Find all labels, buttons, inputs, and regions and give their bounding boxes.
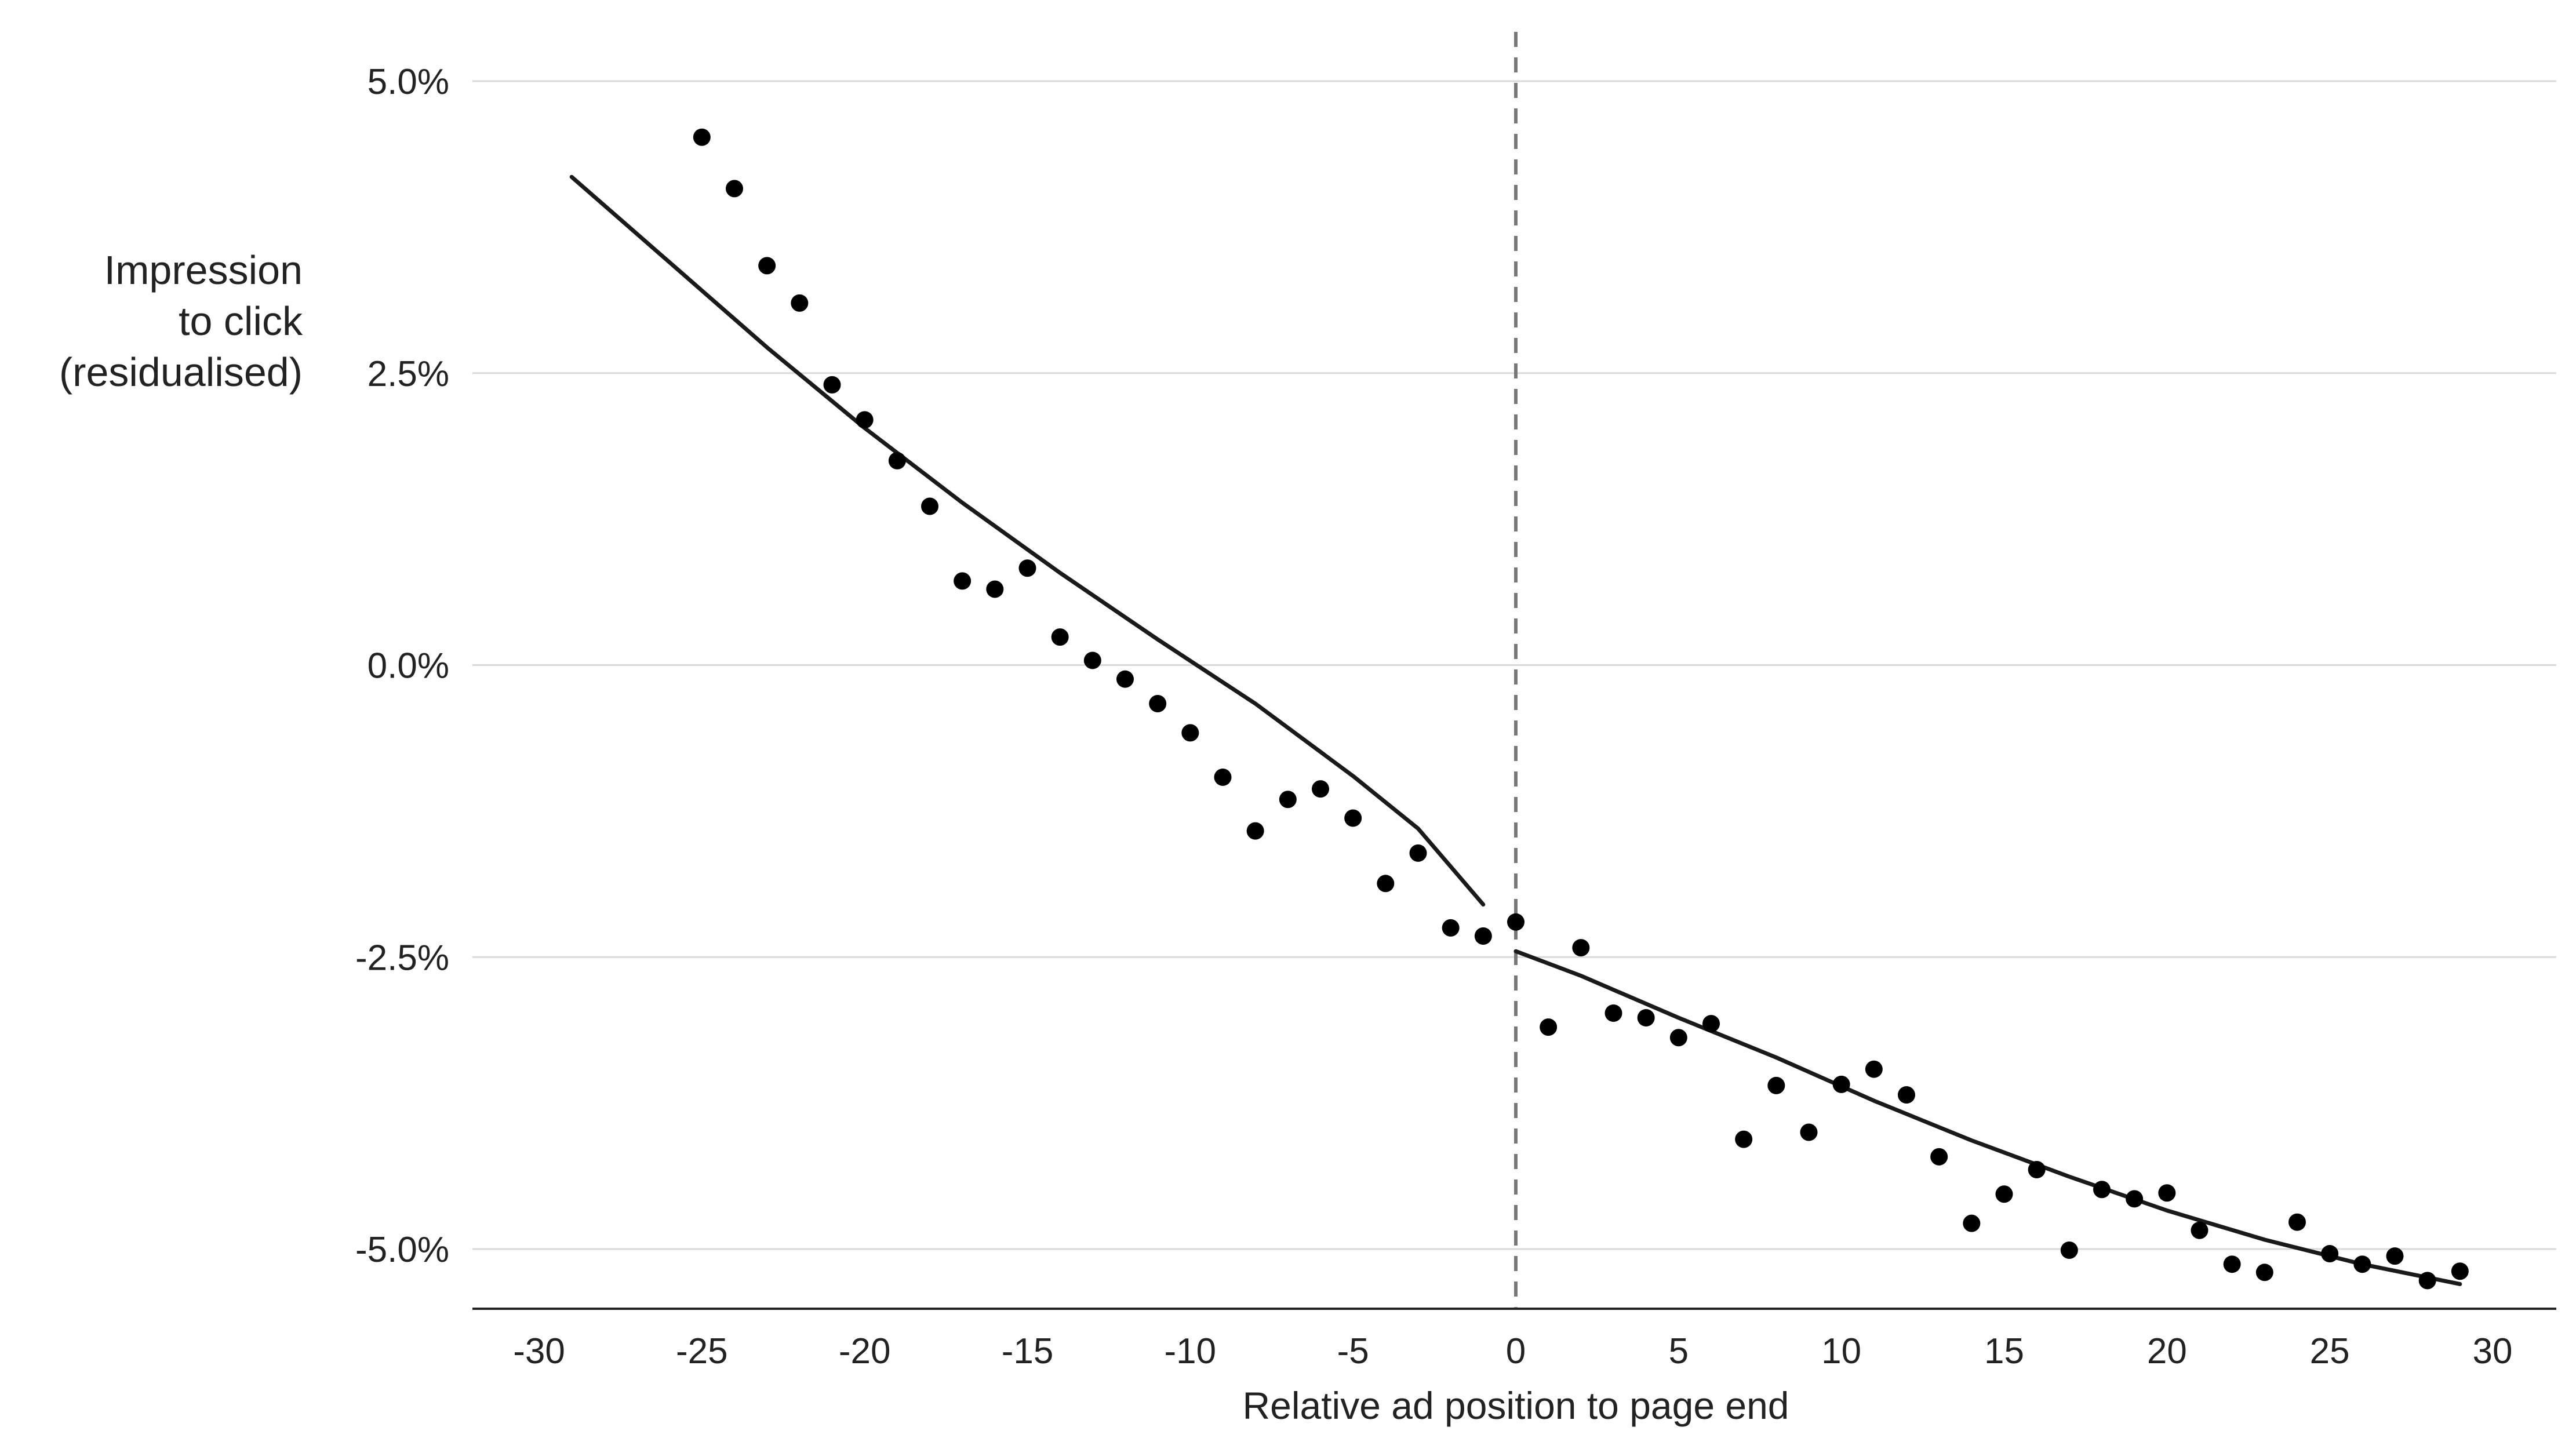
x-tick-label: 20 xyxy=(2147,1331,2187,1371)
data-point xyxy=(1832,1075,1850,1093)
fit-curve-left xyxy=(569,174,1486,907)
data-point xyxy=(1540,1018,1558,1036)
data-point xyxy=(2158,1184,2176,1202)
data-point xyxy=(1572,939,1590,957)
x-tick-label: 15 xyxy=(1984,1331,2024,1371)
x-tick-label: -10 xyxy=(1165,1331,1217,1371)
y-axis-label-line: to click xyxy=(179,298,303,344)
x-tick-label: 0 xyxy=(1506,1331,1526,1371)
y-tick-label: -2.5% xyxy=(355,938,449,978)
x-axis: -30 -25 -20 -15 -10 -5 0 5 10 15 20 25 30 xyxy=(472,1308,2556,1371)
data-point xyxy=(1865,1060,1883,1078)
y-gridlines xyxy=(472,80,2556,1250)
data-points xyxy=(693,128,2469,1290)
data-point xyxy=(1735,1130,1753,1148)
data-point xyxy=(1898,1086,1915,1104)
data-point xyxy=(2223,1255,2241,1273)
data-point xyxy=(1116,670,1134,688)
x-tick-label: -30 xyxy=(513,1331,565,1371)
x-tick-label: 30 xyxy=(2473,1331,2513,1371)
data-point xyxy=(1930,1148,1948,1166)
data-point xyxy=(1507,913,1525,931)
data-point xyxy=(2451,1262,2469,1280)
data-point xyxy=(1409,844,1427,862)
x-tick-label: -5 xyxy=(1337,1331,1369,1371)
x-tick-label: 5 xyxy=(1669,1331,1689,1371)
x-tick-label: -20 xyxy=(839,1331,891,1371)
x-tick-label: 10 xyxy=(1821,1331,1861,1371)
y-tick-label: 5.0% xyxy=(368,62,449,102)
data-point xyxy=(693,128,711,146)
data-point xyxy=(1018,559,1036,577)
y-axis-label: Impression to click (residualised) xyxy=(59,247,303,395)
data-point xyxy=(1474,927,1492,945)
y-axis-label-line: (residualised) xyxy=(59,349,303,395)
data-point xyxy=(1377,875,1395,893)
y-tick-label: 0.0% xyxy=(368,646,449,686)
data-point xyxy=(954,572,972,590)
data-point xyxy=(1702,1015,1720,1033)
data-point xyxy=(1312,780,1329,798)
x-tick-label: -25 xyxy=(676,1331,728,1371)
data-point xyxy=(2093,1181,2111,1199)
data-point xyxy=(1149,694,1167,712)
data-point xyxy=(2418,1272,2436,1290)
data-point xyxy=(2288,1213,2306,1231)
data-point xyxy=(1995,1185,2013,1203)
data-point xyxy=(823,376,841,394)
data-point xyxy=(1051,628,1069,646)
data-point xyxy=(1246,822,1264,840)
y-axis-label-line: Impression xyxy=(104,247,303,293)
data-point xyxy=(1344,809,1362,827)
data-point xyxy=(2353,1255,2371,1273)
data-point xyxy=(726,180,743,198)
data-point xyxy=(2321,1245,2339,1263)
data-point xyxy=(2255,1264,2273,1281)
fit-curves xyxy=(569,174,2462,1286)
fit-curve-right xyxy=(1513,949,2462,1286)
data-point xyxy=(1083,651,1101,669)
data-point xyxy=(758,257,776,275)
data-point xyxy=(1963,1214,1981,1232)
data-point xyxy=(921,497,938,515)
y-axis: 5.0% 2.5% 0.0% -2.5% -5.0% xyxy=(355,62,449,1270)
data-point xyxy=(1669,1029,1687,1047)
y-tick-label: -5.0% xyxy=(355,1230,449,1270)
data-point xyxy=(1181,724,1199,742)
data-point xyxy=(1800,1123,1818,1141)
x-axis-label: Relative ad position to page end xyxy=(1242,1384,1789,1427)
data-point xyxy=(986,580,1004,598)
data-point xyxy=(888,452,906,469)
x-tick-label: -15 xyxy=(1002,1331,1054,1371)
data-point xyxy=(1637,1009,1655,1027)
data-point xyxy=(1214,768,1232,786)
data-point xyxy=(2028,1160,2046,1178)
data-point xyxy=(1279,791,1297,809)
data-point xyxy=(1767,1076,1785,1094)
data-point xyxy=(856,411,874,429)
x-tick-label: 25 xyxy=(2310,1331,2350,1371)
data-point xyxy=(2060,1242,2078,1259)
data-point xyxy=(2386,1247,2404,1265)
data-point xyxy=(791,294,809,312)
data-point xyxy=(1442,919,1460,937)
data-point xyxy=(2191,1221,2208,1239)
data-point xyxy=(1604,1004,1622,1022)
y-tick-label: 2.5% xyxy=(368,354,449,394)
data-point xyxy=(2126,1190,2144,1208)
